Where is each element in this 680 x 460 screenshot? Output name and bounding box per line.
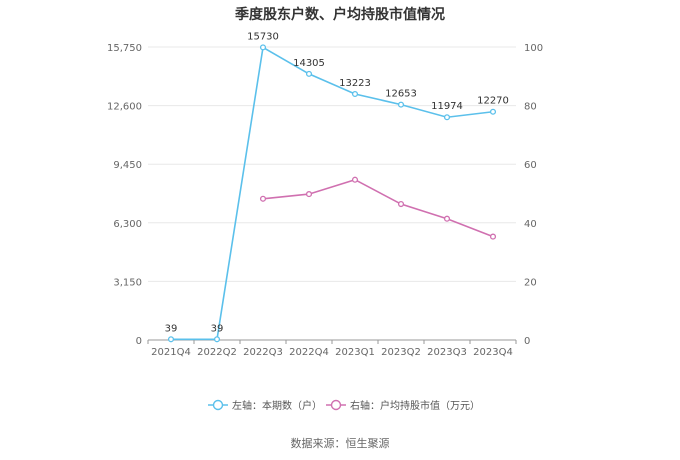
legend[interactable]: 左轴：本期数（户） 右轴：户均持股市值（万元） bbox=[208, 399, 480, 412]
right-tick-label: 80 bbox=[524, 102, 537, 113]
x-tick-label: 2022Q3 bbox=[243, 347, 283, 358]
data-point bbox=[351, 176, 359, 183]
x-tick-label: 2023Q4 bbox=[473, 347, 513, 358]
legend-marker bbox=[330, 399, 342, 411]
data-label: 15730 bbox=[247, 31, 279, 42]
left-tick-label: 6,300 bbox=[113, 219, 142, 230]
data-point bbox=[397, 101, 405, 108]
data-label: 13223 bbox=[339, 78, 371, 89]
data-point bbox=[443, 114, 451, 121]
data-label: 12270 bbox=[477, 96, 509, 107]
series-group: 39 39 15730 14305 13223 12653 11974 12270 bbox=[165, 31, 509, 343]
legend-label: 右轴：户均持股市值（万元） bbox=[350, 399, 480, 412]
data-point bbox=[397, 200, 405, 208]
x-tick-label: 2022Q2 bbox=[197, 347, 237, 358]
right-tick-label: 60 bbox=[524, 160, 537, 171]
right-tick-label: 40 bbox=[524, 219, 537, 230]
data-point bbox=[259, 44, 267, 51]
data-point bbox=[489, 108, 497, 115]
data-point bbox=[443, 215, 451, 222]
series-line-left bbox=[171, 46, 494, 341]
data-point bbox=[213, 336, 221, 343]
x-tick-label: 2021Q4 bbox=[151, 347, 191, 358]
data-label: 14305 bbox=[293, 58, 325, 69]
data-label: 11974 bbox=[431, 101, 463, 112]
right-tick-label: 0 bbox=[524, 336, 530, 347]
left-tick-label: 9,450 bbox=[113, 160, 142, 171]
legend-item[interactable]: 右轴：户均持股市值（万元） bbox=[326, 399, 480, 412]
data-label: 39 bbox=[211, 323, 224, 334]
data-point bbox=[305, 70, 313, 77]
data-label: 39 bbox=[165, 323, 178, 334]
left-tick-label: 12,600 bbox=[107, 102, 142, 113]
legend-item[interactable]: 左轴：本期数（户） bbox=[208, 399, 322, 412]
data-point bbox=[305, 191, 313, 198]
data-point bbox=[259, 195, 267, 202]
left-tick-label: 15,750 bbox=[107, 43, 142, 54]
x-tick-label: 2022Q4 bbox=[289, 347, 329, 358]
data-point bbox=[489, 233, 497, 240]
x-tick-label: 2023Q3 bbox=[427, 347, 467, 358]
x-tick-label: 2023Q1 bbox=[335, 347, 375, 358]
data-point bbox=[351, 90, 359, 98]
left-tick-label: 3,150 bbox=[113, 277, 142, 288]
grid bbox=[148, 46, 516, 282]
left-axis: 0 3,150 6,300 9,450 12,600 15,750 bbox=[107, 43, 142, 347]
left-tick-label: 0 bbox=[136, 336, 142, 347]
right-tick-label: 20 bbox=[524, 277, 537, 288]
legend-label: 左轴：本期数（户） bbox=[232, 399, 322, 412]
source-note: 数据来源：恒生聚源 bbox=[291, 436, 390, 450]
legend-marker bbox=[212, 399, 224, 411]
chart-title: 季度股东户数、户均持股市值情况 bbox=[234, 6, 445, 23]
right-tick-label: 100 bbox=[524, 43, 543, 54]
x-tick-label: 2023Q2 bbox=[381, 347, 421, 358]
series-line-right bbox=[262, 178, 494, 238]
data-label: 12653 bbox=[385, 89, 417, 100]
right-axis: 0 20 40 60 80 100 bbox=[524, 43, 543, 347]
data-point bbox=[167, 336, 175, 343]
x-axis: 2021Q4 2022Q2 2022Q3 2022Q4 2023Q1 2023Q2 2023… bbox=[147, 339, 517, 358]
